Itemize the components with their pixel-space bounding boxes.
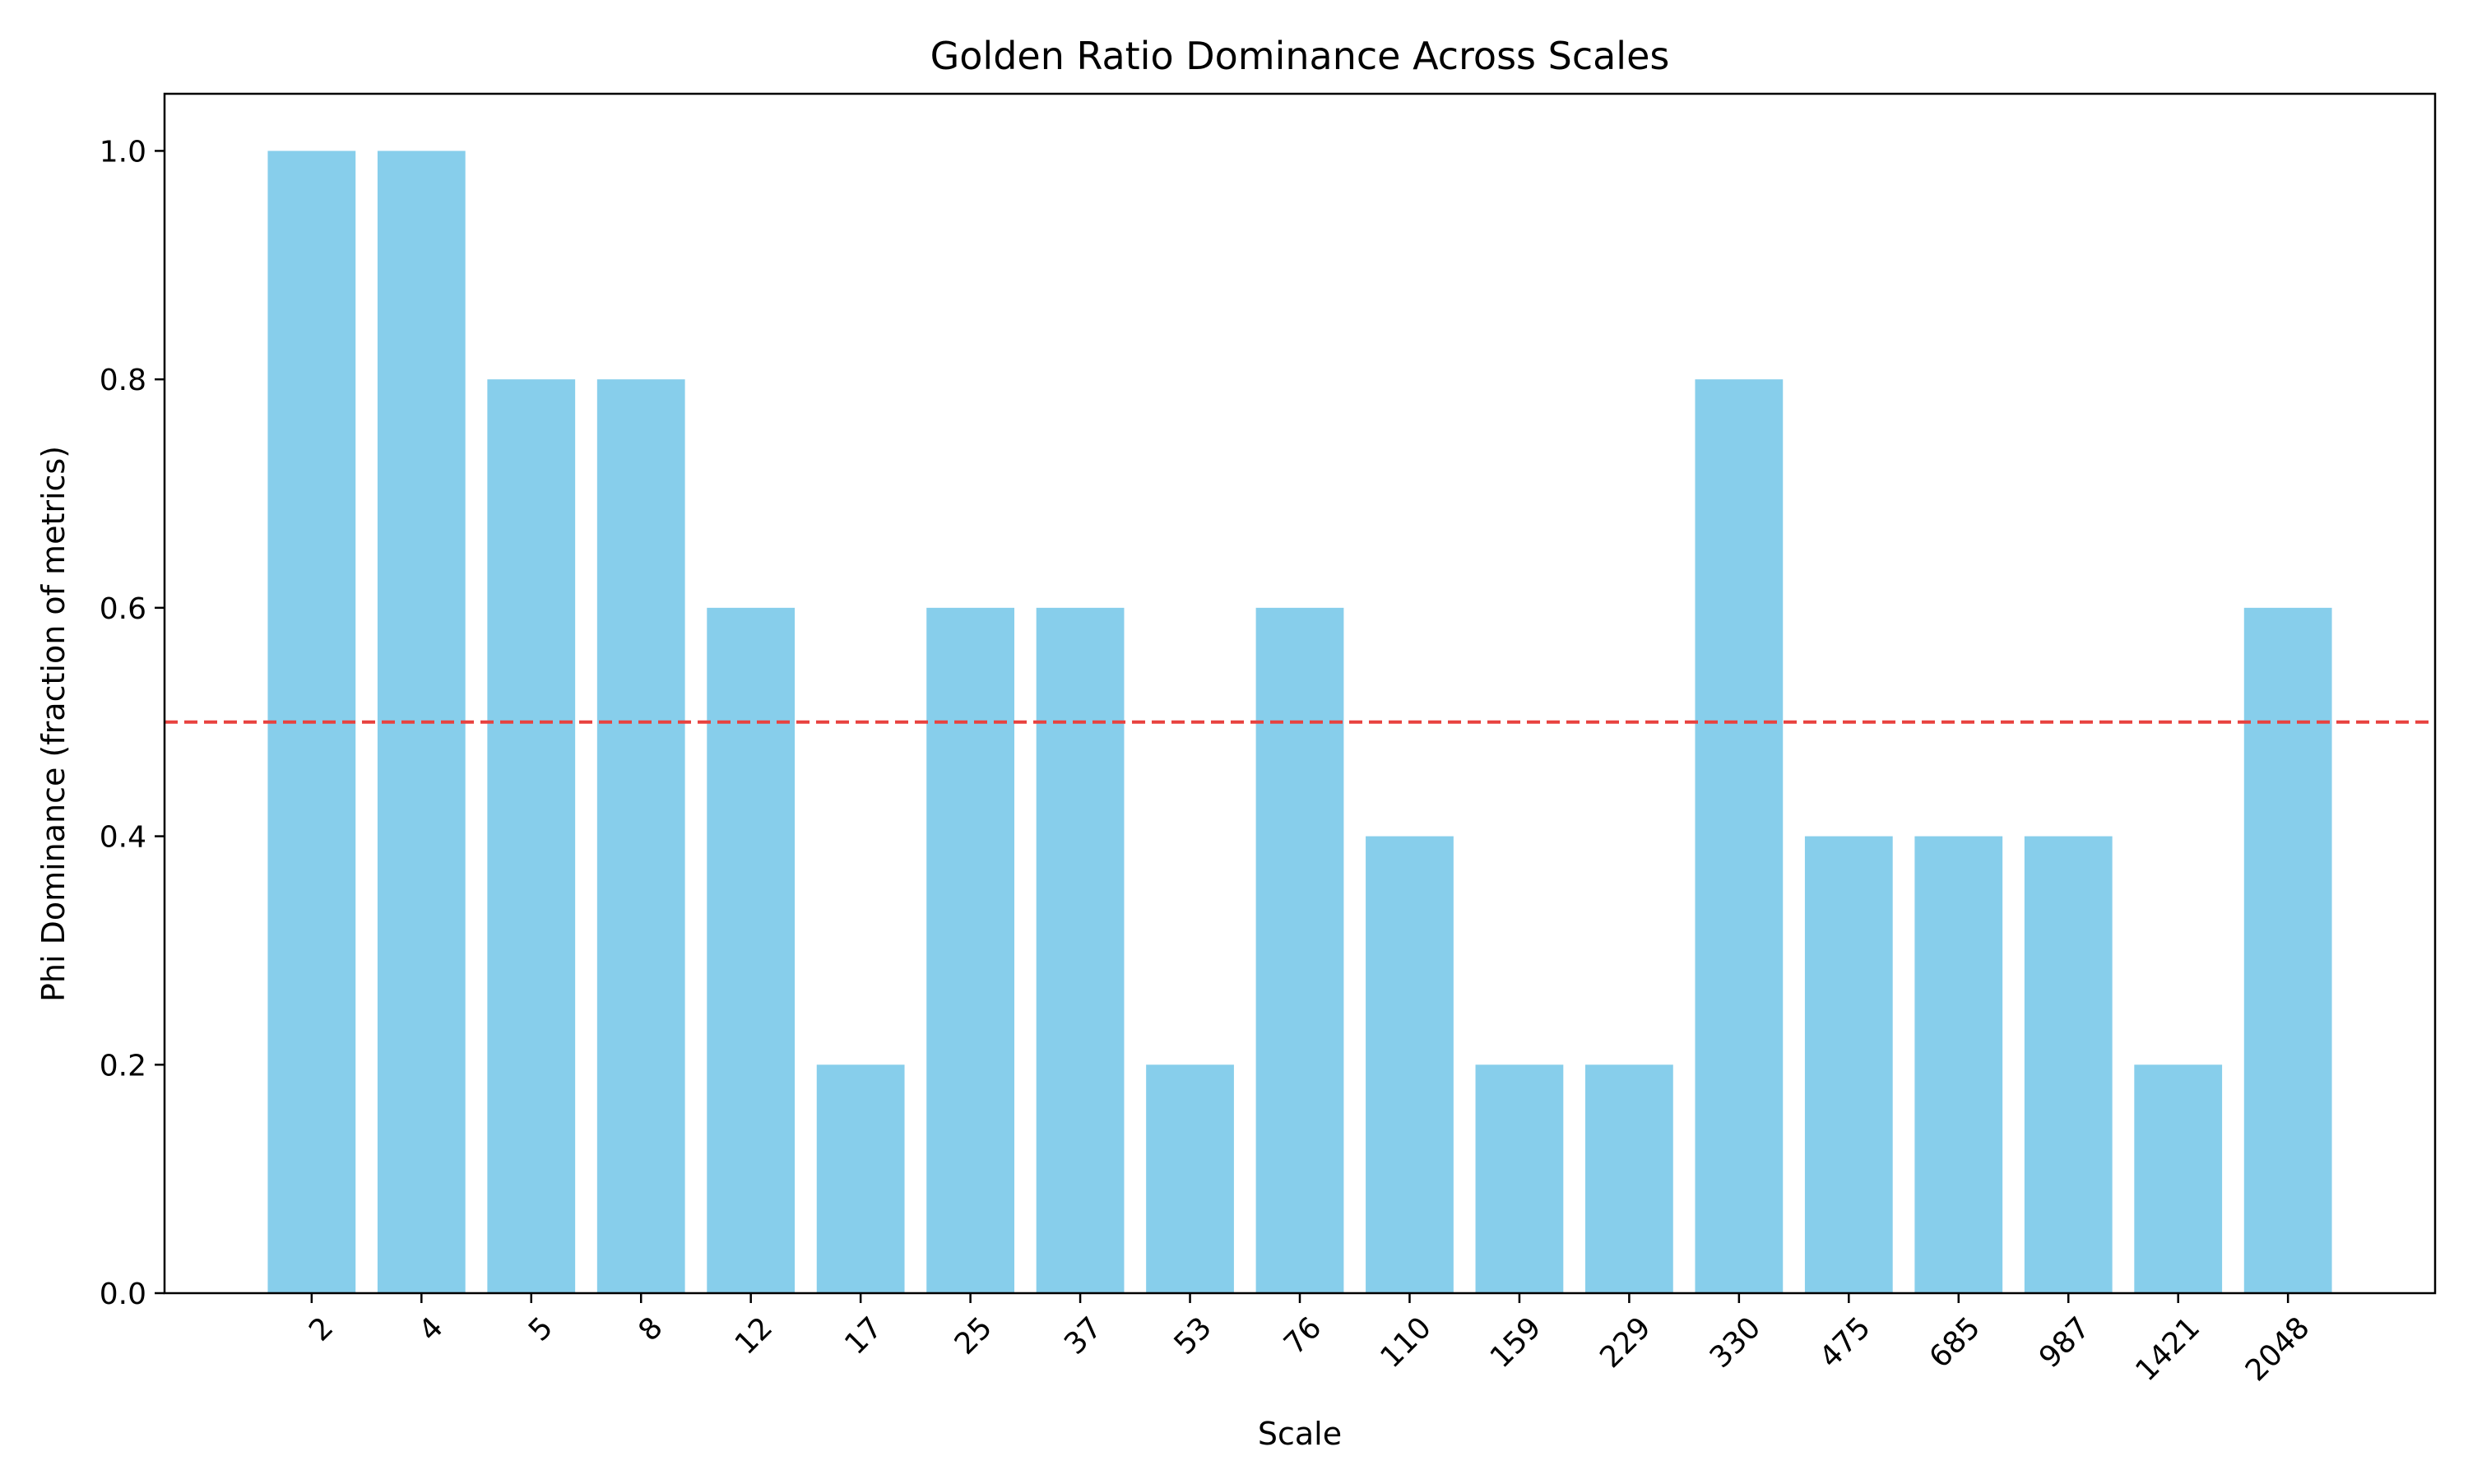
bar-987	[2024, 836, 2113, 1293]
bar-12	[707, 607, 796, 1293]
y-tick-label: 0.0	[100, 1278, 146, 1311]
chart-title: Golden Ratio Dominance Across Scales	[930, 34, 1670, 78]
bar-5	[487, 379, 576, 1294]
bar-37	[1036, 607, 1125, 1293]
y-tick-label: 0.2	[100, 1049, 146, 1083]
y-ticks-layer: 0.0 0.2 0.4 0.6 0.8 1.0	[100, 135, 165, 1311]
y-tick-label: 0.6	[100, 592, 146, 626]
bar-53	[1146, 1064, 1234, 1293]
bar-8	[596, 379, 685, 1294]
bar-159	[1475, 1064, 1564, 1293]
y-tick-label: 1.0	[100, 135, 146, 169]
y-tick-label: 0.4	[100, 821, 146, 855]
bars-layer	[267, 151, 2332, 1294]
y-axis-label: Phi Dominance (fraction of metrics)	[35, 446, 72, 1002]
x-axis-label: Scale	[1258, 1416, 1342, 1452]
bar-110	[1366, 836, 1454, 1293]
y-tick-label: 0.8	[100, 364, 146, 397]
bar-685	[1914, 836, 2003, 1293]
bar-229	[1585, 1064, 1673, 1293]
bar-17	[816, 1064, 905, 1293]
bar-25	[926, 607, 1014, 1293]
bar-1421	[2134, 1064, 2223, 1293]
bar-330	[1695, 379, 1784, 1294]
bar-475	[1804, 836, 1893, 1293]
bar-2048	[2243, 607, 2332, 1293]
bar-76	[1255, 607, 1344, 1293]
